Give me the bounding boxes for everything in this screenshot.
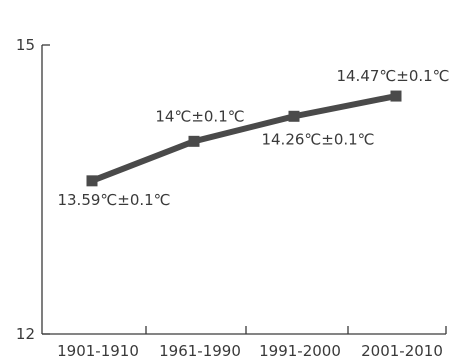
x-tick-label: 1991-2000 <box>259 342 341 360</box>
data-label: 14.47℃±0.1℃ <box>336 67 449 85</box>
axes: 12 15 1901-1910 1961-1990 1991-2000 2001-2010 <box>16 36 447 360</box>
data-label: 13.59℃±0.1℃ <box>57 191 170 209</box>
x-tick-label: 2001-2010 <box>361 342 443 360</box>
x-tick-label: 1961-1990 <box>159 342 241 360</box>
data-point-marker <box>188 135 200 147</box>
y-tick-label: 15 <box>16 36 35 54</box>
data-point-marker <box>390 90 402 102</box>
series-line <box>90 93 397 184</box>
data-point-marker <box>288 110 300 122</box>
y-tick-label: 12 <box>16 325 35 343</box>
x-tick-label: 1901-1910 <box>57 342 139 360</box>
data-point-marker <box>86 175 98 187</box>
data-label: 14℃±0.1℃ <box>155 107 244 125</box>
series <box>86 90 402 187</box>
data-label: 14.26℃±0.1℃ <box>261 130 374 148</box>
data-labels: 13.59℃±0.1℃ 14℃±0.1℃ 14.26℃±0.1℃ 14.47℃±0.1… <box>57 67 449 209</box>
